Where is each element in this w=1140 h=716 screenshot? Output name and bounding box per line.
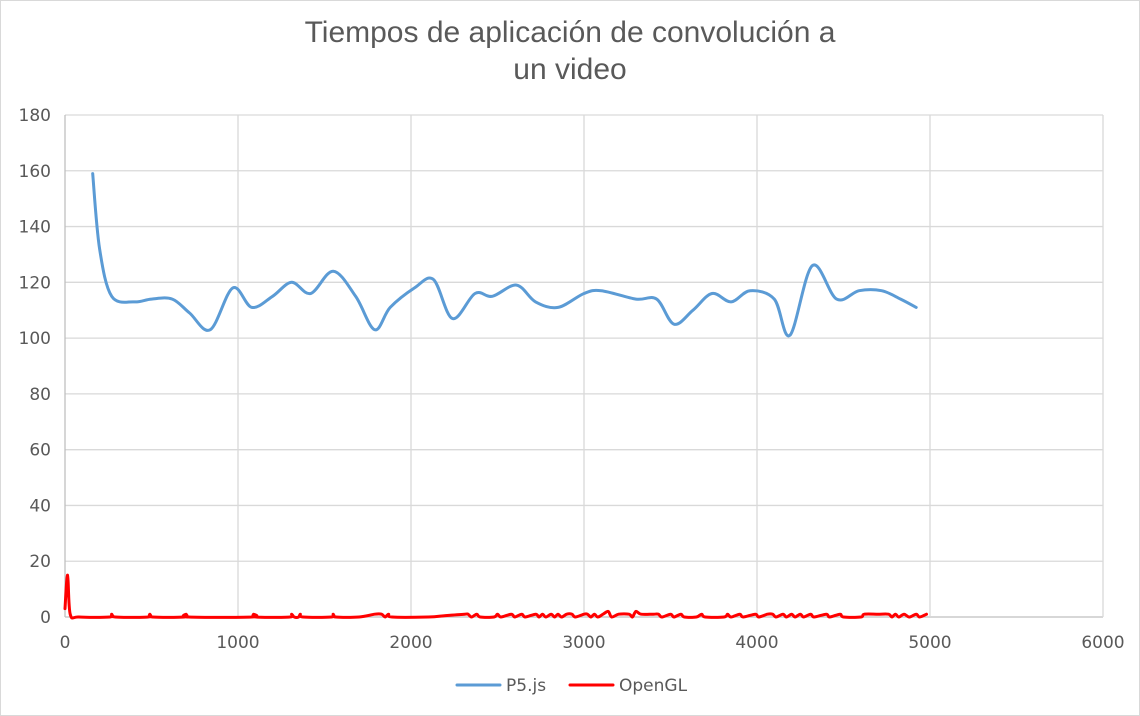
x-axis-ticks: 0 1000 2000 3000 4000 5000 6000 bbox=[60, 633, 1125, 653]
gridlines bbox=[64, 114, 1104, 618]
chart-title-line-2: un video bbox=[513, 53, 627, 86]
y-tick-label: 100 bbox=[19, 329, 51, 349]
y-tick-label: 120 bbox=[19, 273, 51, 293]
chart-title-line-1: Tiempos de aplicación de convolución a bbox=[304, 16, 836, 49]
series-line-opengl bbox=[63, 573, 928, 620]
legend-label-p5-js: P5.js bbox=[506, 676, 546, 696]
series-line-p5-js bbox=[91, 172, 918, 338]
y-tick-label: 180 bbox=[19, 106, 51, 126]
y-tick-label: 40 bbox=[29, 496, 51, 516]
legend: P5.js OpenGL bbox=[455, 676, 688, 696]
y-tick-label: 80 bbox=[29, 385, 51, 405]
x-tick-label: 1000 bbox=[216, 633, 259, 653]
x-tick-label: 0 bbox=[60, 633, 71, 653]
y-tick-label: 20 bbox=[29, 552, 51, 572]
x-tick-label: 4000 bbox=[735, 633, 778, 653]
x-tick-label: 2000 bbox=[389, 633, 432, 653]
series-lines bbox=[63, 172, 928, 620]
x-tick-label: 5000 bbox=[908, 633, 951, 653]
chart-title: Tiempos de aplicación de convolución a u… bbox=[0, 14, 1140, 88]
y-tick-label: 60 bbox=[29, 441, 51, 461]
x-tick-label: 3000 bbox=[562, 633, 605, 653]
x-tick-label: 6000 bbox=[1081, 633, 1124, 653]
y-axis-ticks: 0 20 40 60 80 100 120 140 160 180 bbox=[19, 106, 51, 628]
legend-label-opengl: OpenGL bbox=[619, 676, 688, 696]
y-tick-label: 160 bbox=[19, 162, 51, 182]
y-tick-label: 0 bbox=[40, 608, 51, 628]
y-tick-label: 140 bbox=[19, 218, 51, 238]
